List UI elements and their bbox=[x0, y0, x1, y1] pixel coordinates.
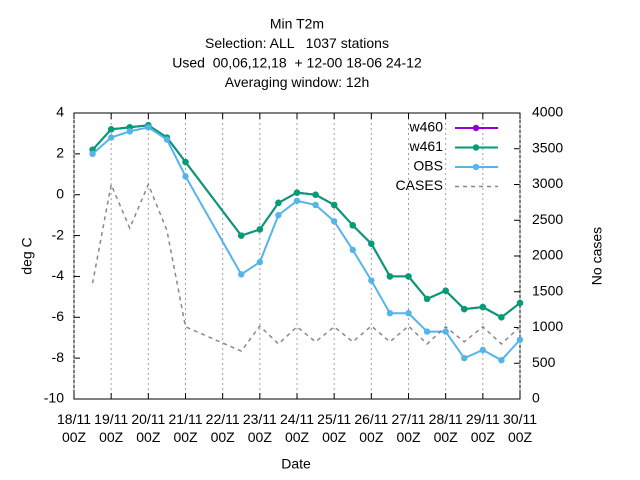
y-tick-label: -4 bbox=[52, 267, 65, 283]
data-point bbox=[368, 277, 375, 284]
y2-axis-label: No cases bbox=[589, 227, 605, 285]
data-point bbox=[238, 232, 245, 239]
series-line bbox=[91, 126, 521, 362]
y-tick-label: -6 bbox=[52, 308, 65, 324]
data-point bbox=[423, 328, 431, 335]
data-point bbox=[461, 354, 468, 362]
y-axis-label: deg C bbox=[19, 237, 35, 274]
legend-marker bbox=[472, 163, 480, 171]
y2-tick-label: 1000 bbox=[532, 318, 563, 334]
chart-title: Min T2m bbox=[270, 16, 324, 32]
y2-tick-label: 4000 bbox=[532, 104, 563, 120]
x-tick-label: 22/11 00Z bbox=[206, 411, 240, 445]
x-tick-label: 24/11 00Z bbox=[280, 411, 314, 445]
data-point bbox=[349, 246, 356, 254]
data-point bbox=[275, 199, 282, 207]
y-tick-label: -10 bbox=[44, 390, 64, 406]
chart-title: Selection: ALL 1037 stations bbox=[205, 35, 389, 51]
x-tick-label: 26/11 00Z bbox=[354, 411, 388, 445]
data-point bbox=[330, 218, 338, 225]
y-tick-label: -2 bbox=[52, 226, 65, 242]
data-point bbox=[349, 222, 356, 229]
data-point bbox=[312, 201, 319, 209]
data-point bbox=[256, 258, 264, 266]
data-point bbox=[293, 189, 301, 196]
data-point bbox=[386, 273, 394, 280]
y2-tick-label: 3000 bbox=[532, 175, 563, 191]
data-point bbox=[405, 310, 412, 317]
legend-marker bbox=[472, 124, 480, 132]
y2-tick-label: 0 bbox=[532, 390, 540, 406]
plot-frame bbox=[73, 112, 521, 400]
data-point bbox=[145, 124, 152, 131]
y-tick-label: -8 bbox=[52, 349, 65, 365]
x-tick-label: 30/11 00Z bbox=[503, 411, 537, 445]
data-point bbox=[238, 271, 245, 278]
data-point bbox=[442, 287, 449, 294]
series-line bbox=[91, 181, 521, 353]
data-point bbox=[330, 201, 338, 209]
data-point bbox=[516, 299, 524, 307]
x-tick-label: 20/11 00Z bbox=[131, 411, 165, 445]
legend-label: OBS bbox=[413, 158, 443, 174]
data-point bbox=[256, 226, 264, 233]
data-point bbox=[423, 295, 431, 303]
y-tick-label: 2 bbox=[56, 145, 64, 161]
y2-tick-label: 3500 bbox=[532, 139, 563, 155]
x-tick-label: 25/11 00Z bbox=[317, 411, 351, 445]
x-tick-label: 27/11 00Z bbox=[392, 411, 426, 445]
legend-label: w461 bbox=[409, 138, 444, 154]
data-point bbox=[293, 197, 301, 205]
data-point bbox=[498, 356, 505, 364]
data-point bbox=[516, 336, 524, 343]
data-point bbox=[275, 211, 282, 219]
y2-tick-label: 1500 bbox=[532, 282, 563, 298]
x-tick-label: 29/11 00Z bbox=[466, 411, 500, 445]
x-axis-label: Date bbox=[281, 456, 311, 472]
data-point bbox=[479, 346, 487, 354]
series-line bbox=[91, 124, 521, 319]
y2-tick-label: 500 bbox=[532, 354, 556, 370]
data-point bbox=[386, 310, 394, 317]
data-point bbox=[461, 305, 468, 313]
data-point bbox=[312, 191, 319, 198]
data-point bbox=[405, 273, 412, 280]
legend-marker bbox=[472, 144, 480, 151]
y2-tick-label: 2500 bbox=[532, 211, 563, 227]
data-point bbox=[182, 158, 189, 166]
y2-tick-label: 2000 bbox=[532, 247, 563, 263]
data-point bbox=[479, 303, 487, 311]
x-tick-label: 19/11 00Z bbox=[94, 411, 128, 445]
y-tick-label: 4 bbox=[56, 104, 64, 120]
data-point bbox=[107, 126, 115, 133]
legend-label: w460 bbox=[409, 119, 444, 135]
x-tick-label: 23/11 00Z bbox=[243, 411, 277, 445]
data-point bbox=[442, 328, 449, 335]
x-tick-label: 21/11 00Z bbox=[169, 411, 203, 445]
x-tick-label: 28/11 00Z bbox=[429, 411, 463, 445]
legend-label: CASES bbox=[396, 177, 443, 193]
chart-title: Used 00,06,12,18 + 12-00 18-06 24-12 bbox=[172, 55, 422, 71]
data-point bbox=[89, 150, 96, 158]
data-point bbox=[182, 173, 189, 180]
chart-title: Averaging window: 12h bbox=[225, 74, 370, 90]
data-point bbox=[126, 128, 133, 135]
data-point bbox=[368, 240, 375, 247]
x-tick-label: 18/11 00Z bbox=[57, 411, 91, 445]
y-tick-label: 0 bbox=[56, 185, 64, 201]
series-line bbox=[91, 124, 521, 319]
data-point bbox=[107, 134, 115, 141]
data-point bbox=[498, 314, 505, 321]
data-point bbox=[163, 136, 171, 143]
